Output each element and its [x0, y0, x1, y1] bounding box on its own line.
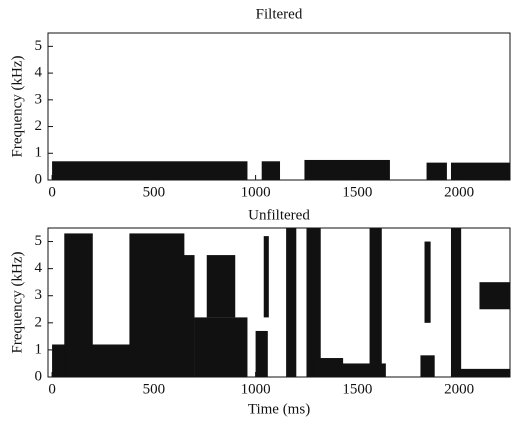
x-tick-label: 0 [48, 381, 56, 397]
spectral-energy [52, 161, 248, 180]
spectral-energy [304, 159, 390, 180]
y-tick-label: 3 [35, 91, 43, 107]
y-tick-label: 2 [35, 118, 43, 134]
x-tick-label: 0 [48, 184, 56, 200]
y-tick-label: 3 [35, 287, 43, 303]
spectral-energy [420, 355, 435, 377]
x-tick-label: 2000 [444, 184, 474, 200]
panel-title: Unfiltered [248, 207, 310, 223]
y-tick-label: 5 [35, 233, 43, 249]
spectral-energy [206, 255, 236, 318]
y-tick-label: 0 [35, 171, 43, 187]
spectral-energy [263, 236, 269, 318]
x-tick-label: 500 [143, 381, 166, 397]
y-tick-label: 4 [35, 65, 43, 81]
y-tick-label: 1 [35, 145, 43, 161]
spectral-energy [306, 228, 321, 377]
y-axis-label: Frequency (kHz) [9, 251, 25, 353]
x-axis-label: Time (ms) [248, 401, 310, 417]
y-tick-label: 1 [35, 341, 43, 357]
y-tick-label: 0 [35, 368, 43, 384]
spectral-energy [261, 161, 281, 180]
x-tick-label: 1000 [241, 184, 271, 200]
y-tick-label: 5 [35, 38, 43, 54]
y-tick-label: 4 [35, 260, 43, 276]
y-axis-label: Frequency (kHz) [9, 55, 25, 157]
spectral-energy [424, 241, 431, 323]
plot-frame [47, 32, 511, 181]
x-tick-label: 1000 [241, 381, 271, 397]
spectral-energy [369, 228, 382, 377]
spectral-energy [255, 330, 268, 377]
panel-title: Filtered [256, 6, 303, 22]
spectral-energy [194, 317, 248, 377]
y-tick-label: 2 [35, 314, 43, 330]
spectral-energy [450, 162, 510, 180]
spectral-energy [312, 358, 344, 377]
spectral-energy [178, 255, 195, 377]
x-tick-label: 1500 [342, 381, 372, 397]
spectral-energy [426, 162, 447, 180]
spectral-energy [286, 228, 297, 377]
x-tick-label: 2000 [444, 381, 474, 397]
x-tick-label: 500 [143, 184, 166, 200]
spectral-energy [450, 368, 510, 377]
spectral-energy [450, 228, 462, 377]
spectral-energy [479, 282, 510, 310]
plot-frame [47, 227, 511, 378]
spectral-energy [129, 233, 185, 377]
spectral-energy [64, 233, 93, 377]
x-tick-label: 1500 [342, 184, 372, 200]
